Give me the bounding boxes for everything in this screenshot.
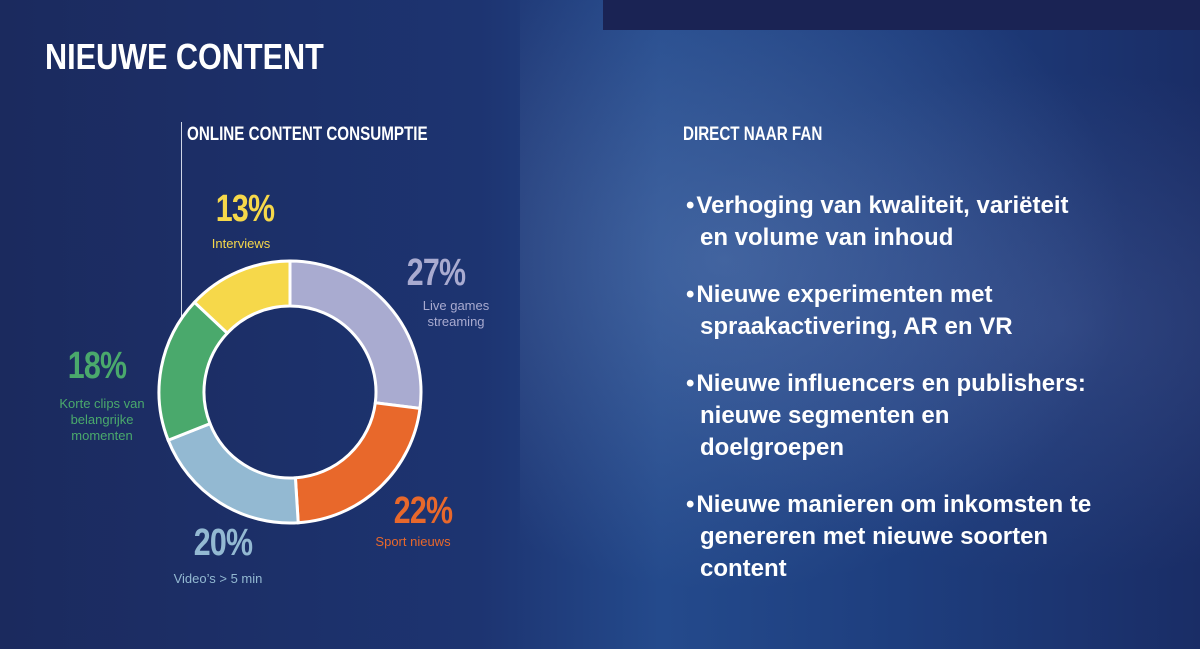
donut-segment [166, 421, 300, 525]
bullet-item: Verhoging van kwaliteit, variëteit en vo… [686, 190, 1096, 254]
category-label: Sport nieuws [375, 534, 451, 549]
slide-title: NIEUWE CONTENT [45, 36, 324, 77]
category-label: Video’s > 5 min [173, 571, 263, 586]
panel-title: DIRECT NAAR FAN [683, 124, 823, 145]
bullet-list: Verhoging van kwaliteit, variëteit en vo… [686, 190, 1096, 610]
value-label: 18% [67, 345, 127, 387]
bullet-item: Nieuwe manieren om inkomsten te generere… [686, 489, 1096, 585]
divider [181, 122, 182, 317]
top-bar [603, 0, 1200, 30]
chart-title: ONLINE CONTENT CONSUMPTIE [187, 124, 428, 145]
value-label: 13% [215, 188, 275, 230]
value-label: 20% [193, 522, 253, 564]
category-label: Live games streaming [422, 298, 490, 329]
bullet-item: Nieuwe experimenten met spraakactivering… [686, 279, 1096, 343]
donut-segment [192, 259, 292, 336]
category-label: Interviews [211, 236, 271, 251]
donut-segment [288, 259, 423, 411]
category-label: Korte clips van belangrijke momenten [59, 396, 145, 443]
bullet-item: Nieuwe influencers en publishers: nieuwe… [686, 368, 1096, 464]
value-label: 22% [393, 490, 453, 532]
value-label: 27% [406, 252, 466, 294]
